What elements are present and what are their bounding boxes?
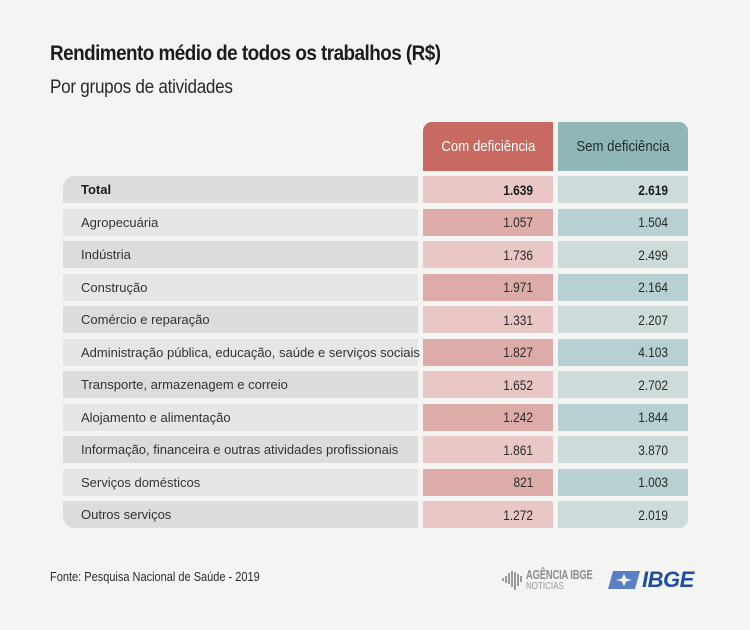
noticias-logo-text: NOTÍCIAS (526, 581, 564, 592)
table-row: Agropecuária 1.057 1.504 (63, 208, 688, 236)
column-header-sem-deficiencia: Sem deficiência (558, 122, 688, 171)
row-label: Administração pública, educação, saúde e… (63, 338, 420, 366)
row-label: Alojamento e alimentação (63, 403, 418, 431)
row-label: Informação, financeira e outras atividad… (63, 436, 418, 463)
row-label: Transporte, armazenagem e correio (63, 371, 418, 398)
column-header-com-deficiencia: Com deficiência (423, 122, 553, 171)
value-com-deficiencia: 821 (423, 468, 553, 496)
value-sem-deficiencia: 1.003 (558, 468, 688, 496)
table-row: Transporte, armazenagem e correio 1.652 2.… (63, 371, 688, 398)
value-com-deficiencia: 1.861 (423, 436, 553, 463)
chart-title: Rendimento médio de todos os trabalhos (… (50, 42, 441, 65)
value-sem-deficiencia: 1.504 (558, 208, 688, 236)
value-com-deficiencia: 1.971 (423, 273, 553, 301)
row-label: Agropecuária (63, 208, 418, 236)
value-sem-deficiencia: 2.702 (558, 371, 688, 398)
table-row: Alojamento e alimentação 1.242 1.844 (63, 403, 688, 431)
row-label: Total (63, 176, 418, 203)
value-sem-deficiencia: 2.164 (558, 273, 688, 301)
value-com-deficiencia: 1.639 (423, 176, 553, 203)
value-com-deficiencia: 1.272 (423, 501, 553, 528)
row-label: Serviços domésticos (63, 468, 418, 496)
value-sem-deficiencia: 2.207 (558, 306, 688, 333)
table-row: Indústria 1.736 2.499 (63, 241, 688, 268)
table-row: Comércio e reparação 1.331 2.207 (63, 306, 688, 333)
table-row: Informação, financeira e outras atividad… (63, 436, 688, 463)
value-com-deficiencia: 1.652 (423, 371, 553, 398)
value-sem-deficiencia: 3.870 (558, 436, 688, 463)
row-label: Comércio e reparação (63, 306, 418, 333)
value-sem-deficiencia: 2.499 (558, 241, 688, 268)
value-com-deficiencia: 1.827 (423, 338, 553, 366)
value-com-deficiencia: 1.331 (423, 306, 553, 333)
agencia-ibge-logo-text: AGÊNCIA IBGE (526, 567, 593, 582)
row-label: Construção (63, 273, 418, 301)
value-com-deficiencia: 1.736 (423, 241, 553, 268)
table-row: Administração pública, educação, saúde e… (63, 338, 688, 366)
value-com-deficiencia: 1.057 (423, 208, 553, 236)
ibge-emblem-icon (608, 571, 640, 589)
brazil-map-icon (502, 571, 522, 590)
table-row: Outros serviços 1.272 2.019 (63, 501, 688, 528)
table-row: Construção 1.971 2.164 (63, 273, 688, 301)
row-label: Outros serviços (63, 501, 418, 528)
value-com-deficiencia: 1.242 (423, 403, 553, 431)
value-sem-deficiencia: 4.103 (558, 338, 688, 366)
source-note: Fonte: Pesquisa Nacional de Saúde - 2019 (50, 570, 260, 584)
ibge-logo: IBGE (608, 567, 703, 593)
chart-subtitle: Por grupos de atividades (50, 77, 233, 98)
value-sem-deficiencia: 2.619 (558, 176, 688, 203)
value-sem-deficiencia: 1.844 (558, 403, 688, 431)
table-row-total: Total 1.639 2.619 (63, 176, 688, 203)
table-row: Serviços domésticos 821 1.003 (63, 468, 688, 496)
agencia-ibge-logo: AGÊNCIA IBGE NOTÍCIAS (502, 567, 600, 593)
row-label: Indústria (63, 241, 418, 268)
ibge-logo-text: IBGE (642, 567, 694, 592)
value-sem-deficiencia: 2.019 (558, 501, 688, 528)
